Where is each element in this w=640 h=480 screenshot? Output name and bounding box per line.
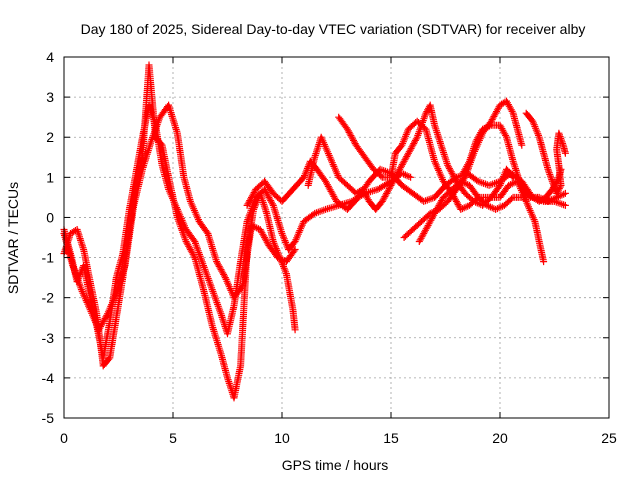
y-tick-label: -4 xyxy=(42,370,55,386)
y-tick-label: -3 xyxy=(42,330,55,346)
x-tick-label: 15 xyxy=(383,430,399,446)
y-tick-label: 3 xyxy=(46,89,54,105)
y-tick-label: 4 xyxy=(46,49,54,65)
chart-title: Day 180 of 2025, Sidereal Day-to-day VTE… xyxy=(81,21,586,37)
x-axis-label: GPS time / hours xyxy=(282,457,389,473)
y-tick-label: -1 xyxy=(42,250,55,266)
axis-ticks xyxy=(63,56,610,419)
data-points xyxy=(60,61,569,402)
y-tick-label: 0 xyxy=(46,209,54,225)
plus-markers xyxy=(415,177,569,245)
x-tick-labels: 0 5 10 15 20 25 xyxy=(60,430,617,446)
series-trace-h xyxy=(415,177,569,245)
x-tick-label: 0 xyxy=(60,430,68,446)
plus-markers xyxy=(459,121,565,205)
series-trace-i xyxy=(522,109,569,197)
x-tick-label: 10 xyxy=(274,430,290,446)
x-tick-label: 20 xyxy=(492,430,508,446)
y-tick-label: -5 xyxy=(42,410,55,426)
series-trace-j xyxy=(459,121,565,205)
plot-frame xyxy=(63,56,610,419)
y-tick-label: -2 xyxy=(42,290,55,306)
y-tick-labels: -5 -4 -3 -2 -1 0 1 2 3 4 xyxy=(42,49,55,426)
series-trace-a xyxy=(60,101,415,362)
x-tick-label: 25 xyxy=(601,430,617,446)
y-tick-label: 1 xyxy=(46,169,54,185)
y-tick-label: 2 xyxy=(46,129,54,145)
plus-markers xyxy=(60,101,415,362)
y-axis-label: SDTVAR / TECUs xyxy=(5,182,21,294)
x-tick-label: 5 xyxy=(169,430,177,446)
plus-markers xyxy=(522,109,569,197)
